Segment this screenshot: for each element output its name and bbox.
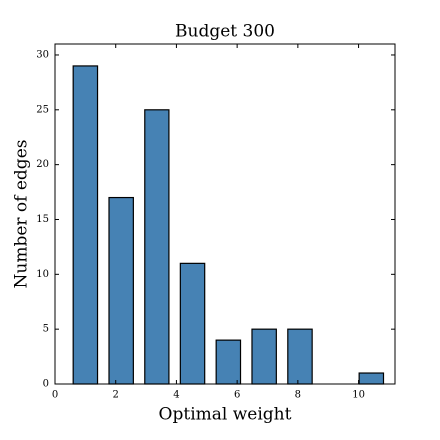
bar bbox=[72, 65, 99, 385]
y-tick-label: 15 bbox=[36, 214, 49, 225]
y-tick-label: 20 bbox=[36, 159, 49, 170]
chart-title: Budget 300 bbox=[175, 22, 275, 42]
y-tick-label: 0 bbox=[43, 379, 49, 390]
y-tick-label: 30 bbox=[36, 49, 49, 60]
x-tick-label: 8 bbox=[295, 390, 301, 401]
bar bbox=[287, 328, 313, 385]
x-tick-label: 10 bbox=[352, 390, 365, 401]
y-tick-label: 25 bbox=[36, 104, 49, 115]
x-tick-label: 2 bbox=[113, 390, 119, 401]
x-axis-label: Optimal weight bbox=[159, 405, 292, 425]
y-axis-label: Number of edges bbox=[12, 140, 32, 289]
bar bbox=[144, 109, 170, 385]
plot-frame bbox=[54, 43, 396, 385]
x-tick-label: 6 bbox=[234, 390, 240, 401]
y-tick-label: 5 bbox=[43, 324, 49, 335]
bar bbox=[251, 328, 277, 385]
x-tick-label: 4 bbox=[173, 390, 179, 401]
y-tick-label: 10 bbox=[36, 269, 49, 280]
bar bbox=[358, 372, 385, 385]
bar bbox=[108, 196, 134, 385]
bar bbox=[215, 339, 242, 385]
bar bbox=[179, 262, 206, 385]
x-tick-label: 0 bbox=[52, 390, 58, 401]
